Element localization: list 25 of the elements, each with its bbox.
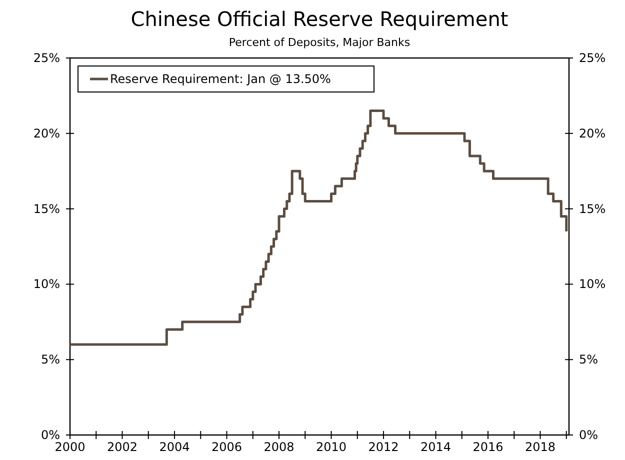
- y2-tick-label: 5%: [579, 352, 598, 367]
- x-tick-label: 2016: [472, 440, 504, 454]
- x-tick-label: 2018: [524, 440, 556, 454]
- y-tick-label: 5%: [40, 352, 60, 367]
- x-tick-label: 2012: [368, 440, 399, 454]
- chart-title: Chinese Official Reserve Requirement: [130, 7, 508, 31]
- y-tick-label: 0%: [40, 428, 60, 442]
- y-tick-label: 25%: [33, 51, 60, 65]
- x-tick-label: 2006: [211, 440, 242, 454]
- x-tick-label: 2010: [316, 440, 347, 454]
- x-tick-label: 2014: [420, 440, 452, 454]
- x-tick-label: 2000: [54, 440, 86, 454]
- y2-tick-label: 15%: [579, 202, 606, 216]
- x-tick-label: 2008: [264, 440, 294, 454]
- y2-tick-label: 25%: [579, 51, 606, 65]
- y2-tick-label: 10%: [579, 277, 606, 292]
- y-tick-label: 10%: [33, 277, 60, 292]
- y2-tick-label: 0%: [579, 428, 598, 442]
- x-tick-label: 2004: [159, 440, 190, 454]
- y-tick-label: 15%: [33, 202, 60, 216]
- x-tick-label: 2002: [106, 440, 138, 454]
- legend-label: Reserve Requirement: Jan @ 13.50%: [110, 72, 331, 86]
- y2-tick-label: 20%: [579, 126, 606, 140]
- y-tick-label: 20%: [33, 126, 60, 140]
- chart-subtitle: Percent of Deposits, Major Banks: [228, 36, 410, 49]
